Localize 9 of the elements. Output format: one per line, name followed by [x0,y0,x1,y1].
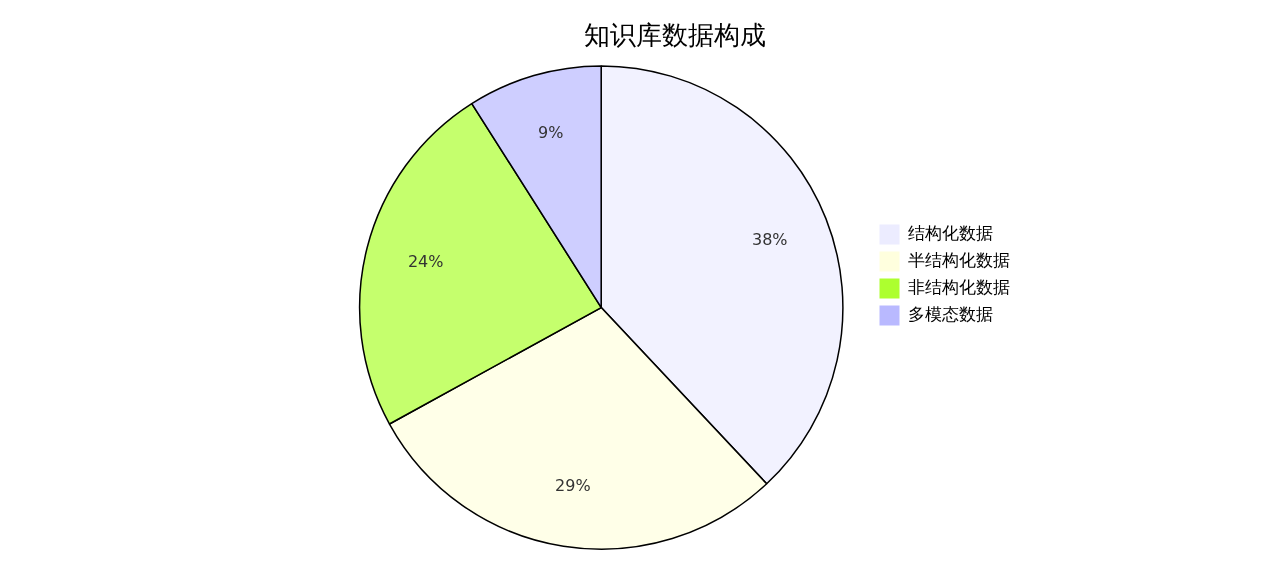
legend-label: 结构化数据 [908,222,993,243]
data-label: 9% [537,122,564,142]
data-label: 38% [751,230,788,250]
legend-label: 多模态数据 [908,303,993,324]
chart-title: 知识库数据构成 [584,20,766,51]
legend-label: 半结构化数据 [908,249,1010,270]
data-label: 24% [407,251,444,271]
data-label: 29% [555,475,591,495]
legend-label: 非结构化数据 [908,276,1010,297]
